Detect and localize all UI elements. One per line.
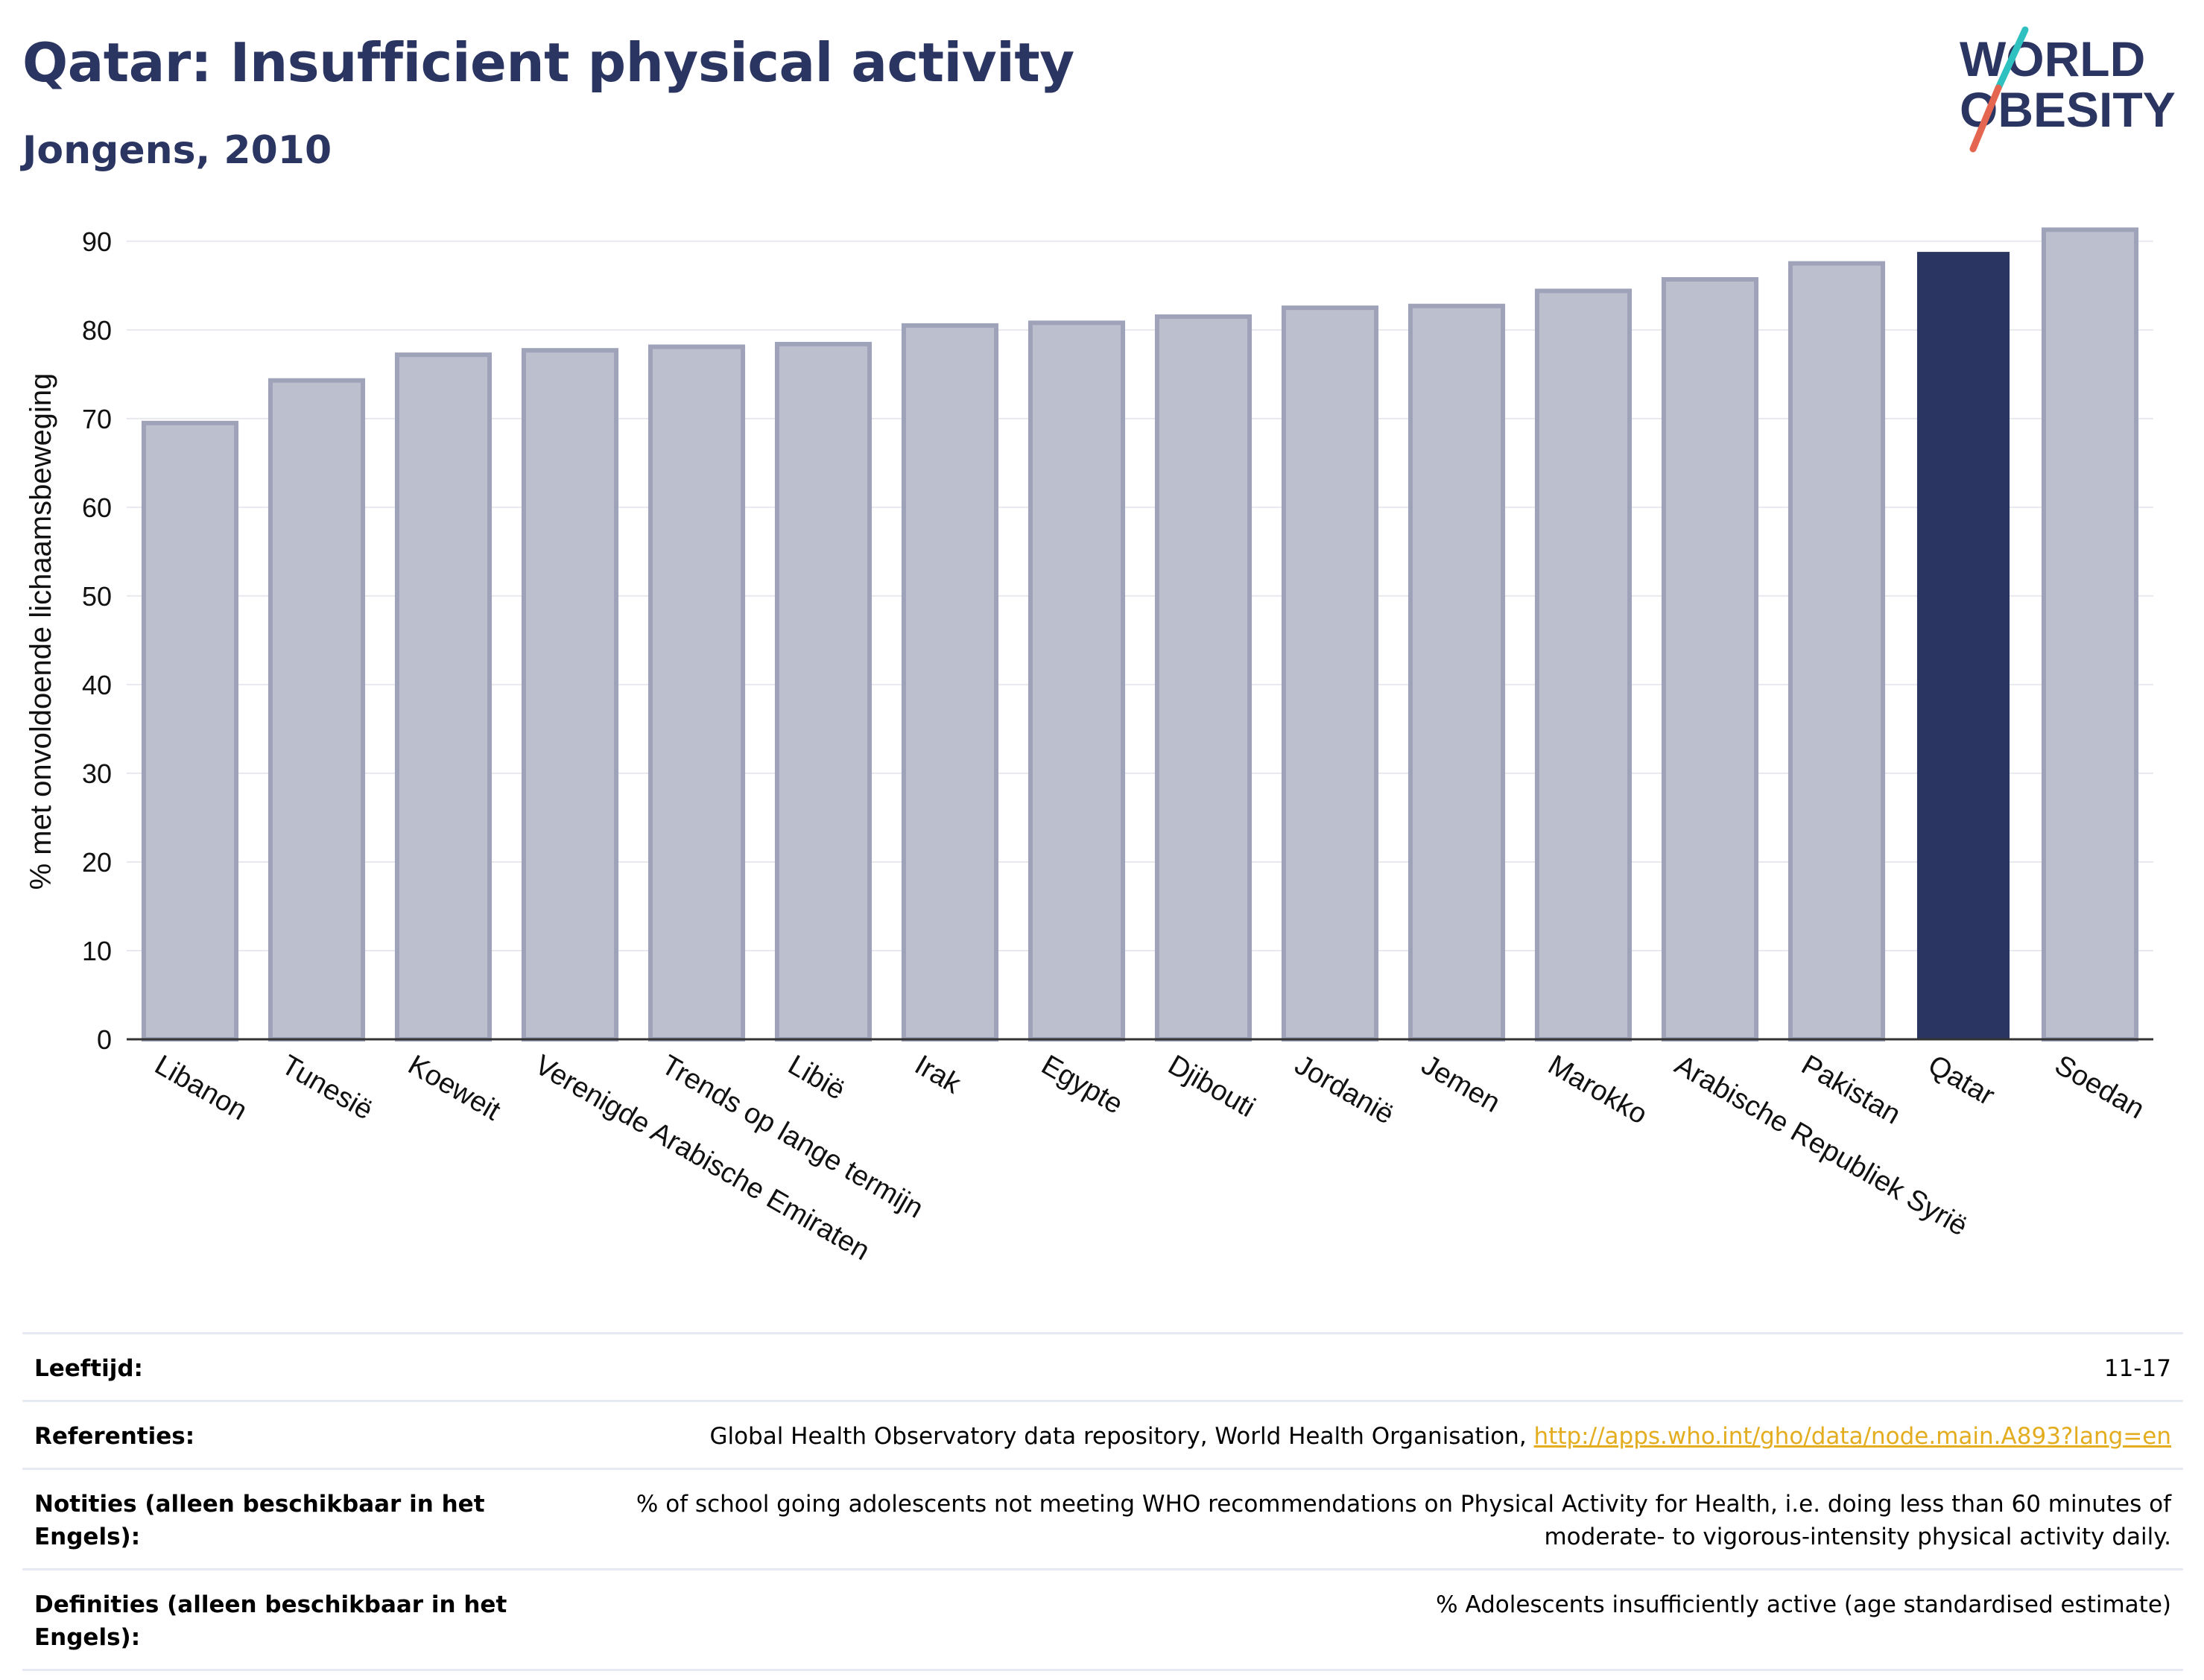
bar-jemen xyxy=(1407,303,1506,1042)
chart-title: Qatar: Insufficient physical activity xyxy=(22,31,1074,94)
world-obesity-logo: WORLD OBESITY xyxy=(1960,26,2176,153)
bar-trends-op-lange-termijn xyxy=(647,344,746,1042)
y-tick-label: 20 xyxy=(82,847,112,878)
y-tick-label: 0 xyxy=(97,1024,112,1055)
bar-soedan xyxy=(2041,227,2139,1042)
x-axis-ticks: Libanon Tunesië Koeweit Verenigde Arabische… xyxy=(150,1049,2150,1267)
y-tick-label: 80 xyxy=(82,315,112,346)
bar-pakistan xyxy=(1787,261,1886,1042)
references-label: Referenties: xyxy=(34,1423,195,1450)
bar-arabische-republiek-syri- xyxy=(1661,276,1759,1042)
y-tick-label: 10 xyxy=(82,936,112,966)
bar-libanon xyxy=(141,420,239,1042)
definitions-label: Definities (alleen beschikbaar in het En… xyxy=(34,1591,507,1651)
bar-qatar xyxy=(1916,252,2010,1040)
y-tick-label: 60 xyxy=(82,492,112,523)
y-tick-label: 40 xyxy=(82,670,112,700)
x-tick-label: Jemen xyxy=(1416,1049,1506,1118)
y-tick-label: 30 xyxy=(82,758,112,789)
x-tick-label: Egypte xyxy=(1036,1049,1128,1120)
bars xyxy=(141,227,2139,1042)
bar-egypte xyxy=(1027,320,1126,1042)
logo-slash-red xyxy=(1969,84,2002,153)
y-tick-label: 70 xyxy=(82,404,112,434)
bar-jordani- xyxy=(1281,305,1379,1042)
references-value: Global Health Observatory data repositor… xyxy=(709,1420,2171,1453)
notes-label: Notities (alleen beschikbaar in het Enge… xyxy=(34,1491,485,1550)
x-tick-label: Marokko xyxy=(1543,1049,1653,1130)
x-tick-label: Irak xyxy=(910,1049,967,1100)
logo-slash-teal xyxy=(1995,26,2029,92)
meta-row-age: Leeftijd: 11-17 xyxy=(22,1332,2183,1400)
bar-chart: 0 10 20 30 40 50 60 70 80 90 Libanon Tunesië Koewei… xyxy=(25,226,2153,1267)
references-link[interactable]: http://apps.who.int/gho/data/node.main.A… xyxy=(1533,1423,2171,1450)
meta-row-definitions: Definities (alleen beschikbaar in het En… xyxy=(22,1568,2183,1671)
bar-djibouti xyxy=(1154,314,1253,1042)
y-tick-label: 90 xyxy=(82,226,112,257)
bar-verenigde-arabische-emiraten xyxy=(521,348,619,1042)
y-tick-label: 50 xyxy=(82,581,112,612)
references-text: Global Health Observatory data repositor… xyxy=(709,1423,1534,1450)
bar-koeweit xyxy=(394,352,493,1042)
meta-row-references: Referenties: Global Health Observatory d… xyxy=(22,1400,2183,1468)
y-axis-label: % met onvoldoende lichaamsbeweging xyxy=(25,373,57,890)
bar-marokko xyxy=(1534,288,1633,1042)
bar-tunesi- xyxy=(267,378,366,1042)
chart-subtitle: Jongens, 2010 xyxy=(22,128,332,173)
x-tick-label: Jordanië xyxy=(1290,1049,1399,1130)
age-label: Leeftijd: xyxy=(34,1355,143,1382)
definitions-value: % Adolescents insufficiently active (age… xyxy=(1436,1591,2171,1618)
x-tick-label: Koeweit xyxy=(403,1049,506,1126)
notes-value: % of school going adolescents not meetin… xyxy=(636,1491,2171,1550)
bar-libi- xyxy=(774,341,873,1042)
age-value: 11-17 xyxy=(2103,1355,2171,1382)
x-tick-label: Soedan xyxy=(2050,1049,2150,1125)
metadata-table: Leeftijd: 11-17 Referenties: Global Heal… xyxy=(22,1332,2183,1671)
meta-row-notes: Notities (alleen beschikbaar in het Enge… xyxy=(22,1468,2183,1568)
x-tick-label: Libanon xyxy=(150,1049,253,1126)
x-tick-label: Libië xyxy=(783,1049,851,1106)
x-tick-label: Qatar xyxy=(1923,1049,2001,1112)
logo-word-world: WORLD xyxy=(1960,31,2145,86)
x-tick-label: Tunesië xyxy=(276,1049,379,1126)
x-tick-label: Pakistan xyxy=(1796,1049,1906,1130)
bar-irak xyxy=(901,323,999,1042)
y-axis-ticks: 0 10 20 30 40 50 60 70 80 90 xyxy=(82,226,112,1055)
x-tick-label: Djibouti xyxy=(1163,1049,1261,1123)
